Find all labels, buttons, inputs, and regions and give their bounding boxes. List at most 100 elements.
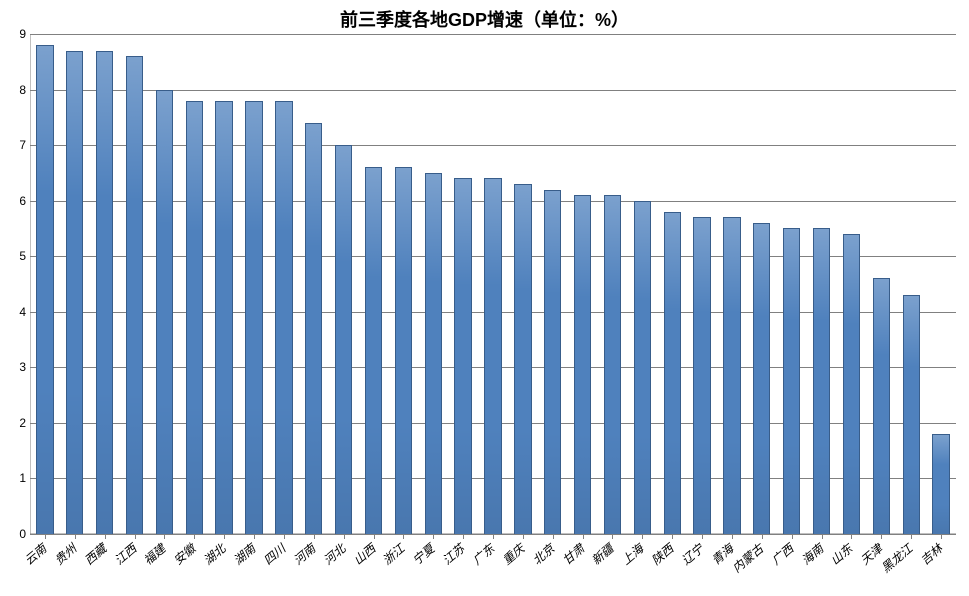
- y-tick-label: 4: [2, 305, 26, 319]
- x-tick: [642, 534, 643, 539]
- y-tick-label: 0: [2, 527, 26, 541]
- x-tick-label: 安徽: [170, 540, 199, 568]
- gdp-growth-bar-chart: 前三季度各地GDP增速（单位：%） 0123456789云南贵州西藏江西福建安徽…: [0, 0, 969, 596]
- bar: [305, 123, 322, 534]
- bar: [544, 190, 561, 534]
- x-tick-label: 河南: [289, 540, 318, 568]
- x-tick: [523, 534, 524, 539]
- bar: [36, 45, 53, 534]
- bar: [574, 195, 591, 534]
- x-tick: [792, 534, 793, 539]
- x-tick-label: 河北: [319, 540, 348, 568]
- x-tick-label: 内蒙古: [728, 540, 767, 576]
- bar: [753, 223, 770, 534]
- x-tick: [762, 534, 763, 539]
- bar: [484, 178, 501, 534]
- bar: [96, 51, 113, 534]
- x-tick-label: 山东: [827, 540, 856, 568]
- x-tick-label: 重庆: [498, 540, 527, 568]
- bar: [634, 201, 651, 534]
- x-tick: [851, 534, 852, 539]
- x-tick: [344, 534, 345, 539]
- x-tick-label: 西藏: [80, 540, 109, 568]
- y-tick-label: 2: [2, 416, 26, 430]
- x-tick-label: 海南: [797, 540, 826, 568]
- x-tick: [911, 534, 912, 539]
- x-tick: [75, 534, 76, 539]
- bar: [126, 56, 143, 534]
- bar: [215, 101, 232, 534]
- x-tick-label: 新疆: [588, 540, 617, 568]
- bar: [454, 178, 471, 534]
- x-tick-label: 江苏: [439, 540, 468, 568]
- x-tick-label: 云南: [21, 540, 50, 568]
- bar: [514, 184, 531, 534]
- bar: [723, 217, 740, 534]
- x-tick: [164, 534, 165, 539]
- x-tick: [583, 534, 584, 539]
- x-tick: [822, 534, 823, 539]
- x-tick: [941, 534, 942, 539]
- bar: [843, 234, 860, 534]
- x-tick-label: 宁夏: [409, 540, 438, 568]
- y-tick-label: 7: [2, 138, 26, 152]
- x-tick-label: 上海: [618, 540, 647, 568]
- x-tick-label: 山西: [349, 540, 378, 568]
- y-tick-label: 5: [2, 249, 26, 263]
- bar: [693, 217, 710, 534]
- bar: [425, 173, 442, 534]
- y-tick-label: 9: [2, 27, 26, 41]
- x-tick-label: 北京: [528, 540, 557, 568]
- x-tick-label: 广西: [767, 540, 796, 568]
- x-tick: [45, 534, 46, 539]
- bar: [604, 195, 621, 534]
- x-tick-label: 江西: [110, 540, 139, 568]
- bar: [186, 101, 203, 534]
- gridline: [30, 34, 956, 35]
- bar: [932, 434, 949, 534]
- x-tick-label: 湖南: [230, 540, 259, 568]
- bar: [245, 101, 262, 534]
- x-tick: [224, 534, 225, 539]
- x-tick: [105, 534, 106, 539]
- bar: [335, 145, 352, 534]
- x-tick: [493, 534, 494, 539]
- bar: [813, 228, 830, 534]
- x-tick: [612, 534, 613, 539]
- x-tick-label: 吉林: [917, 540, 946, 568]
- x-tick: [463, 534, 464, 539]
- bar: [156, 90, 173, 534]
- x-tick: [702, 534, 703, 539]
- x-tick: [732, 534, 733, 539]
- x-tick: [403, 534, 404, 539]
- x-tick: [194, 534, 195, 539]
- bar: [395, 167, 412, 534]
- y-tick-label: 3: [2, 360, 26, 374]
- y-tick-label: 6: [2, 194, 26, 208]
- bar: [664, 212, 681, 534]
- x-tick-label: 湖北: [200, 540, 229, 568]
- bar: [275, 101, 292, 534]
- bar: [903, 295, 920, 534]
- bar: [365, 167, 382, 534]
- x-tick: [284, 534, 285, 539]
- x-tick: [553, 534, 554, 539]
- x-tick: [672, 534, 673, 539]
- plot-area: [30, 34, 956, 534]
- bar: [783, 228, 800, 534]
- y-tick-label: 1: [2, 471, 26, 485]
- x-tick-label: 辽宁: [678, 540, 707, 568]
- x-tick-label: 福建: [140, 540, 169, 568]
- x-tick: [135, 534, 136, 539]
- x-tick-label: 甘肃: [558, 540, 587, 568]
- x-tick-label: 广东: [469, 540, 498, 568]
- chart-title: 前三季度各地GDP增速（单位：%）: [0, 6, 969, 32]
- bar: [66, 51, 83, 534]
- x-tick: [433, 534, 434, 539]
- bar: [873, 278, 890, 534]
- x-tick-label: 黑龙江: [878, 540, 917, 576]
- x-tick-label: 浙江: [379, 540, 408, 568]
- x-tick: [881, 534, 882, 539]
- y-tick-label: 8: [2, 83, 26, 97]
- x-tick: [374, 534, 375, 539]
